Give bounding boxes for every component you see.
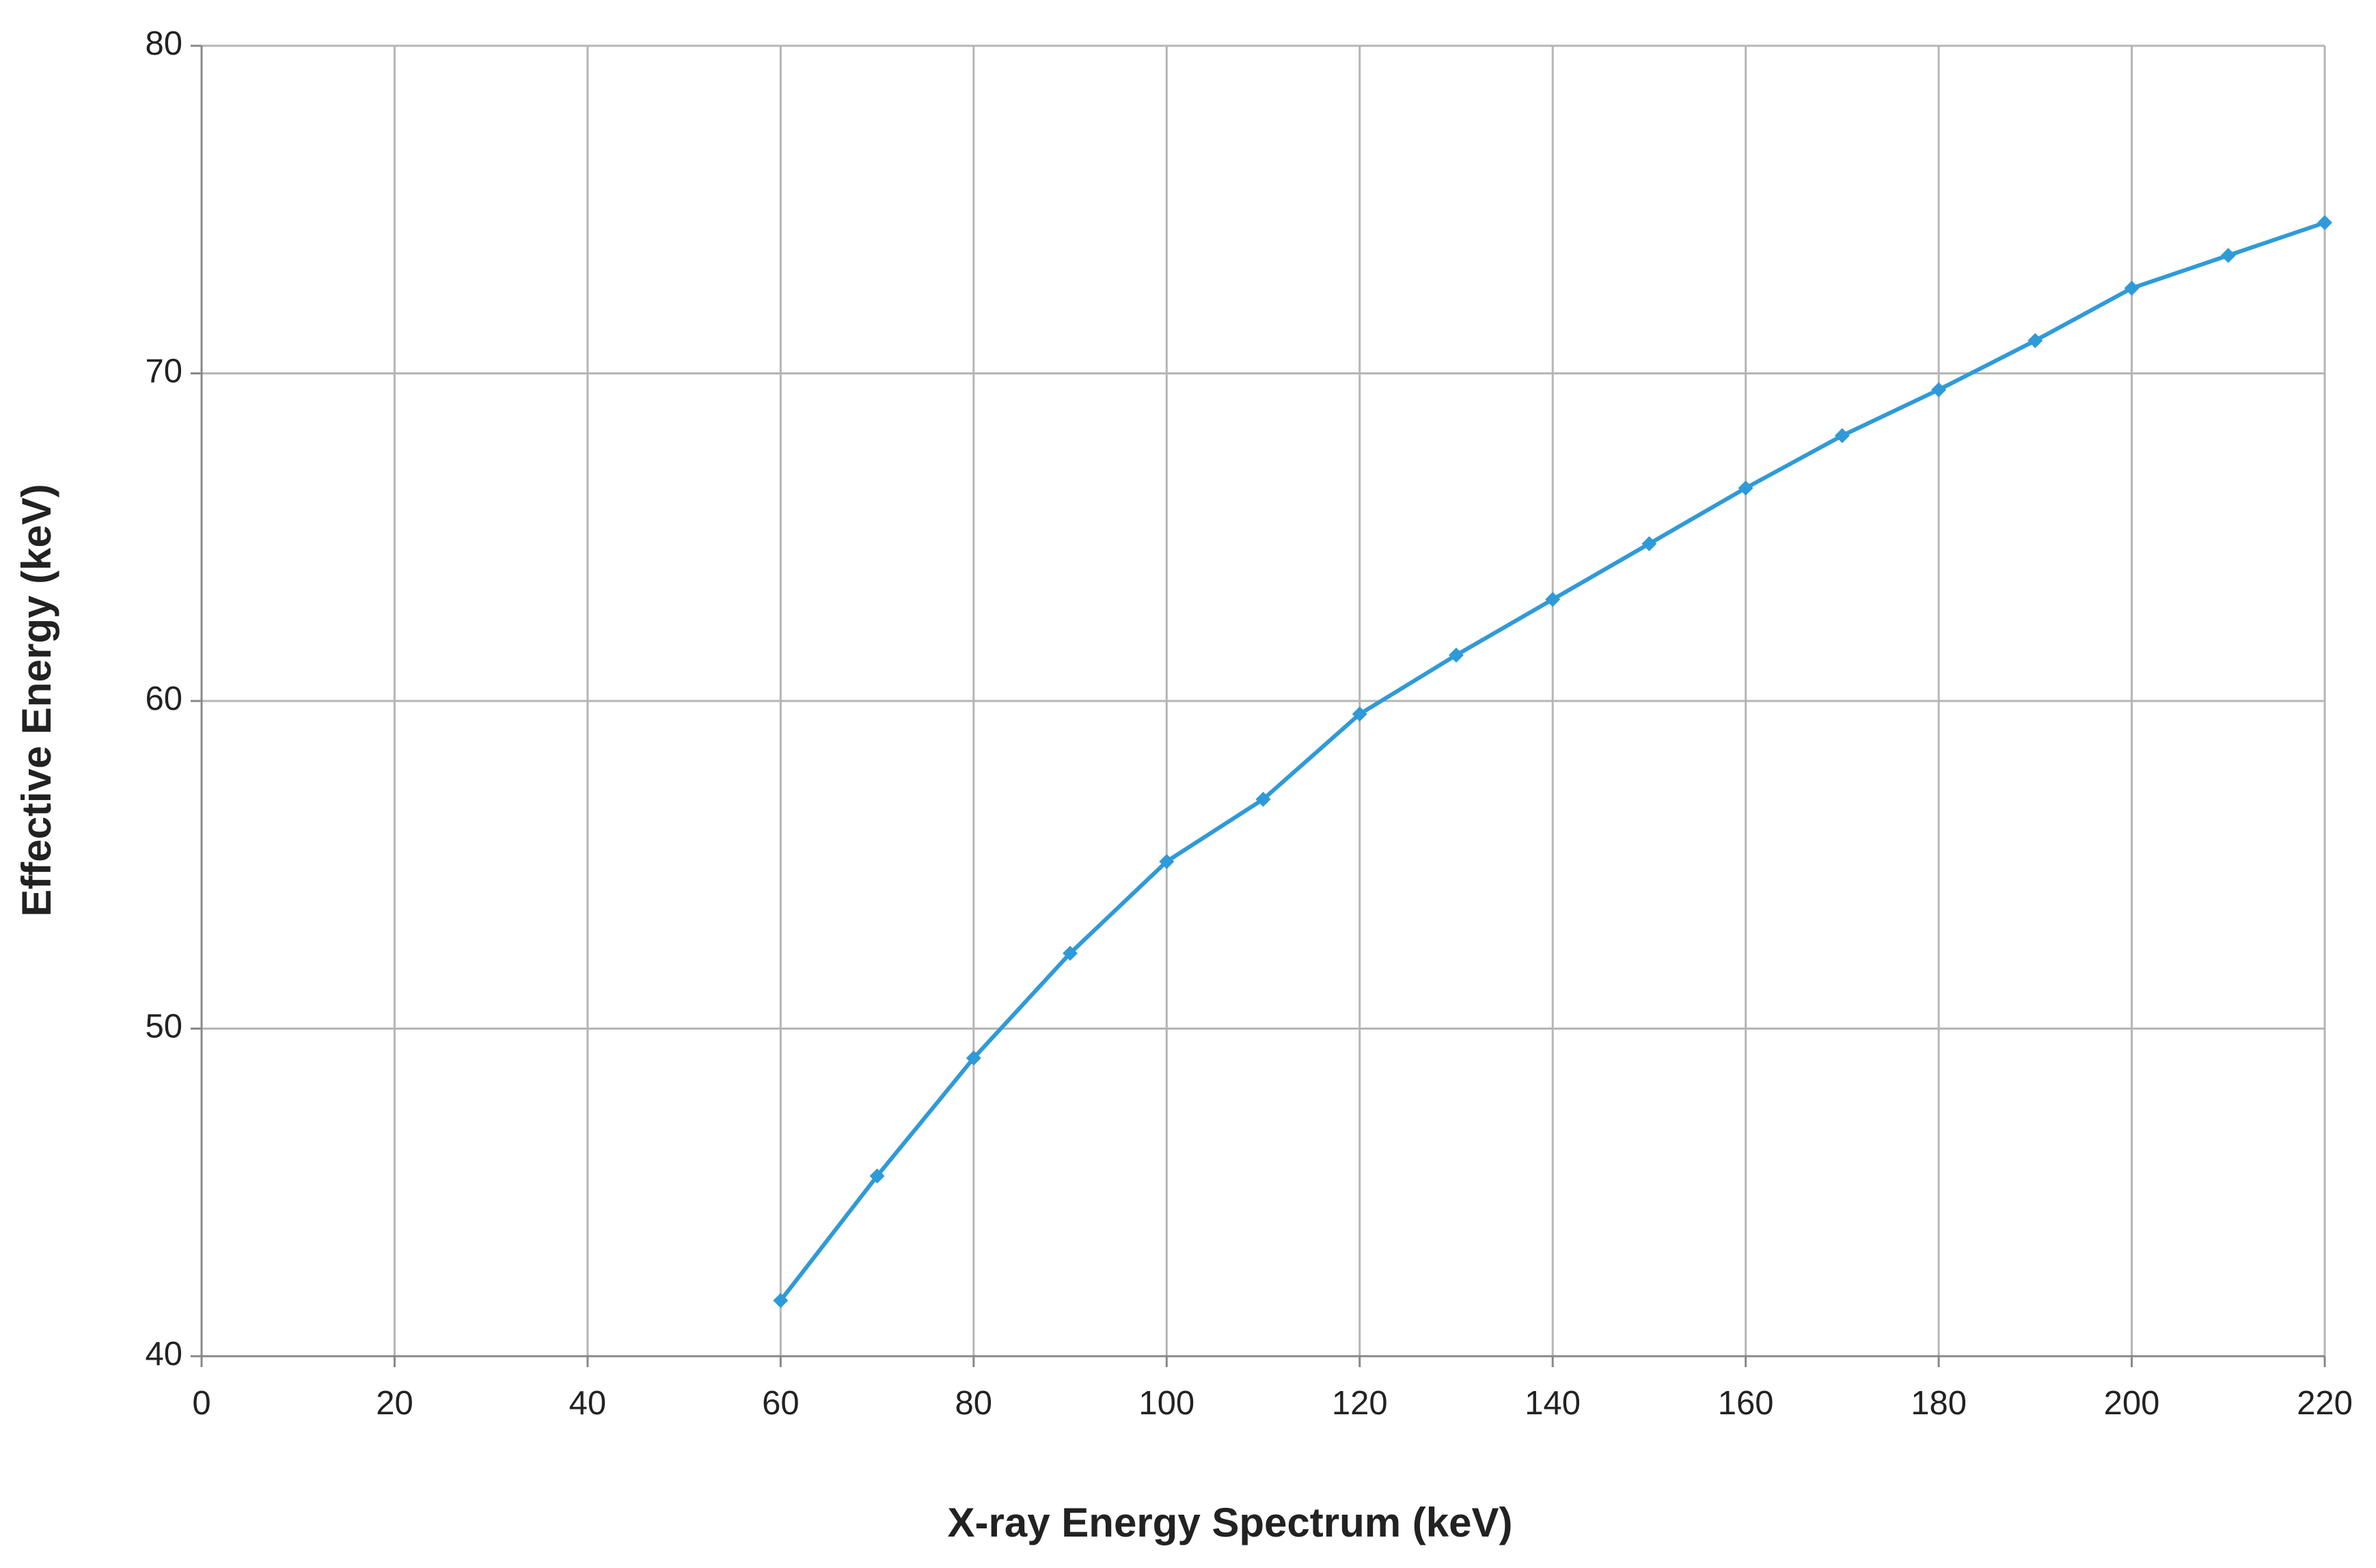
- x-tick-label: 180: [1911, 1385, 1967, 1422]
- x-tick-label: 40: [569, 1385, 607, 1422]
- x-tick-label: 20: [376, 1385, 413, 1422]
- x-axis-title: X-ray Energy Spectrum (keV): [948, 1500, 1513, 1545]
- y-tick-label: 80: [145, 25, 182, 62]
- x-tick-label: 80: [955, 1385, 993, 1422]
- y-tick-label: 60: [145, 680, 182, 717]
- data-marker: [966, 1050, 981, 1066]
- x-tick-label: 220: [2297, 1385, 2353, 1422]
- data-marker: [1255, 791, 1271, 807]
- data-marker: [1641, 536, 1657, 551]
- data-marker: [1159, 853, 1175, 869]
- x-tick-label: 200: [2104, 1385, 2160, 1422]
- x-tick-label: 120: [1332, 1385, 1388, 1422]
- data-marker: [1448, 647, 1464, 663]
- x-tick-label: 160: [1718, 1385, 1774, 1422]
- data-marker: [1931, 382, 1947, 398]
- x-tick-label: 100: [1138, 1385, 1194, 1422]
- y-tick-label: 40: [145, 1336, 182, 1373]
- data-marker: [869, 1168, 885, 1184]
- data-marker: [2317, 215, 2332, 230]
- data-marker: [2220, 247, 2236, 263]
- data-marker: [1352, 706, 1367, 722]
- data-marker: [773, 1293, 789, 1308]
- x-tick-label: 0: [192, 1385, 210, 1422]
- y-axis-title: Effective Energy (keV): [14, 484, 59, 917]
- data-marker: [1063, 946, 1078, 961]
- data-marker: [1545, 592, 1561, 607]
- data-marker: [2027, 333, 2043, 348]
- data-marker: [1738, 480, 1753, 496]
- y-tick-label: 70: [145, 353, 182, 389]
- data-marker: [2124, 280, 2140, 296]
- x-tick-label: 60: [762, 1385, 800, 1422]
- y-tick-label: 50: [145, 1008, 182, 1045]
- x-tick-label: 140: [1525, 1385, 1581, 1422]
- data-marker: [1834, 428, 1850, 443]
